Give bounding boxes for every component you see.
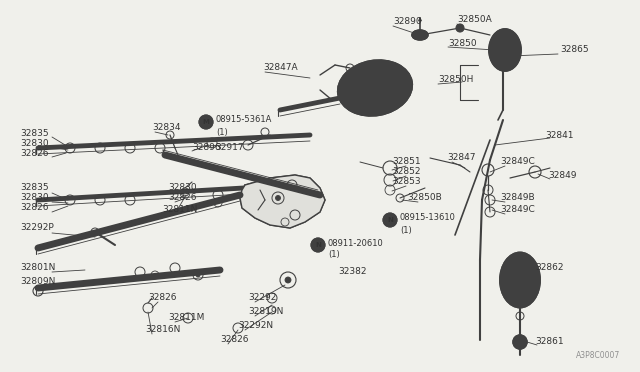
Text: N: N: [387, 217, 393, 223]
Ellipse shape: [338, 60, 412, 116]
Text: 32847: 32847: [447, 154, 476, 163]
Ellipse shape: [489, 29, 521, 71]
Circle shape: [513, 335, 527, 349]
Circle shape: [375, 80, 385, 90]
Text: 32826: 32826: [168, 193, 196, 202]
Text: 32890: 32890: [393, 17, 422, 26]
Text: 32826: 32826: [220, 336, 248, 344]
Text: 32865: 32865: [560, 45, 589, 55]
Text: 32830: 32830: [20, 193, 49, 202]
Text: M: M: [203, 119, 209, 125]
Text: 32861: 32861: [535, 337, 564, 346]
Text: 32835: 32835: [20, 128, 49, 138]
Text: 32292: 32292: [248, 294, 276, 302]
Circle shape: [196, 273, 200, 277]
Circle shape: [311, 238, 325, 252]
Text: (1): (1): [216, 128, 228, 137]
Text: 08911-20610: 08911-20610: [328, 238, 384, 247]
Text: 32850: 32850: [448, 38, 477, 48]
Text: 32896: 32896: [192, 142, 221, 151]
Ellipse shape: [412, 30, 428, 40]
Text: 32819N: 32819N: [248, 308, 284, 317]
Circle shape: [412, 31, 420, 39]
Polygon shape: [240, 175, 325, 228]
Text: 32826: 32826: [20, 203, 49, 212]
Text: 08915-5361A: 08915-5361A: [216, 115, 273, 125]
Circle shape: [456, 24, 464, 32]
Text: 32851: 32851: [392, 157, 420, 167]
Text: 32811N: 32811N: [162, 205, 197, 215]
Text: 32852: 32852: [392, 167, 420, 176]
Text: 32816N: 32816N: [145, 326, 180, 334]
Text: 32850H: 32850H: [438, 76, 474, 84]
Text: 32830: 32830: [168, 183, 196, 192]
Circle shape: [285, 277, 291, 283]
Circle shape: [383, 213, 397, 227]
Text: 32809N: 32809N: [20, 278, 56, 286]
Text: 32849C: 32849C: [500, 205, 535, 215]
Text: 08915-13610: 08915-13610: [400, 214, 456, 222]
Text: 32917: 32917: [215, 144, 244, 153]
Circle shape: [496, 55, 502, 61]
Text: 32292P: 32292P: [20, 224, 54, 232]
Text: 32382: 32382: [338, 267, 367, 276]
Text: 32850A: 32850A: [457, 16, 492, 25]
Text: 32850B: 32850B: [407, 193, 442, 202]
Text: (1): (1): [400, 225, 412, 234]
Text: 32849C: 32849C: [500, 157, 535, 167]
Text: 32801N: 32801N: [20, 263, 56, 273]
Text: 32841: 32841: [545, 131, 573, 140]
Circle shape: [275, 196, 280, 201]
Text: 32826: 32826: [148, 294, 177, 302]
Text: 32811M: 32811M: [168, 314, 204, 323]
Text: 32862: 32862: [535, 263, 563, 273]
Text: 32826: 32826: [20, 148, 49, 157]
Text: 32292N: 32292N: [238, 321, 273, 330]
Text: 32835: 32835: [20, 183, 49, 192]
Text: 32849: 32849: [548, 170, 577, 180]
Ellipse shape: [500, 253, 540, 308]
Text: N: N: [315, 242, 321, 248]
Text: 32834: 32834: [152, 124, 180, 132]
Text: (1): (1): [328, 250, 340, 260]
Text: 32830: 32830: [20, 138, 49, 148]
Text: A3P8C0007: A3P8C0007: [576, 351, 620, 360]
Text: 32853: 32853: [392, 177, 420, 186]
Circle shape: [199, 115, 213, 129]
Text: 32849B: 32849B: [500, 193, 534, 202]
Text: 32847A: 32847A: [263, 64, 298, 73]
